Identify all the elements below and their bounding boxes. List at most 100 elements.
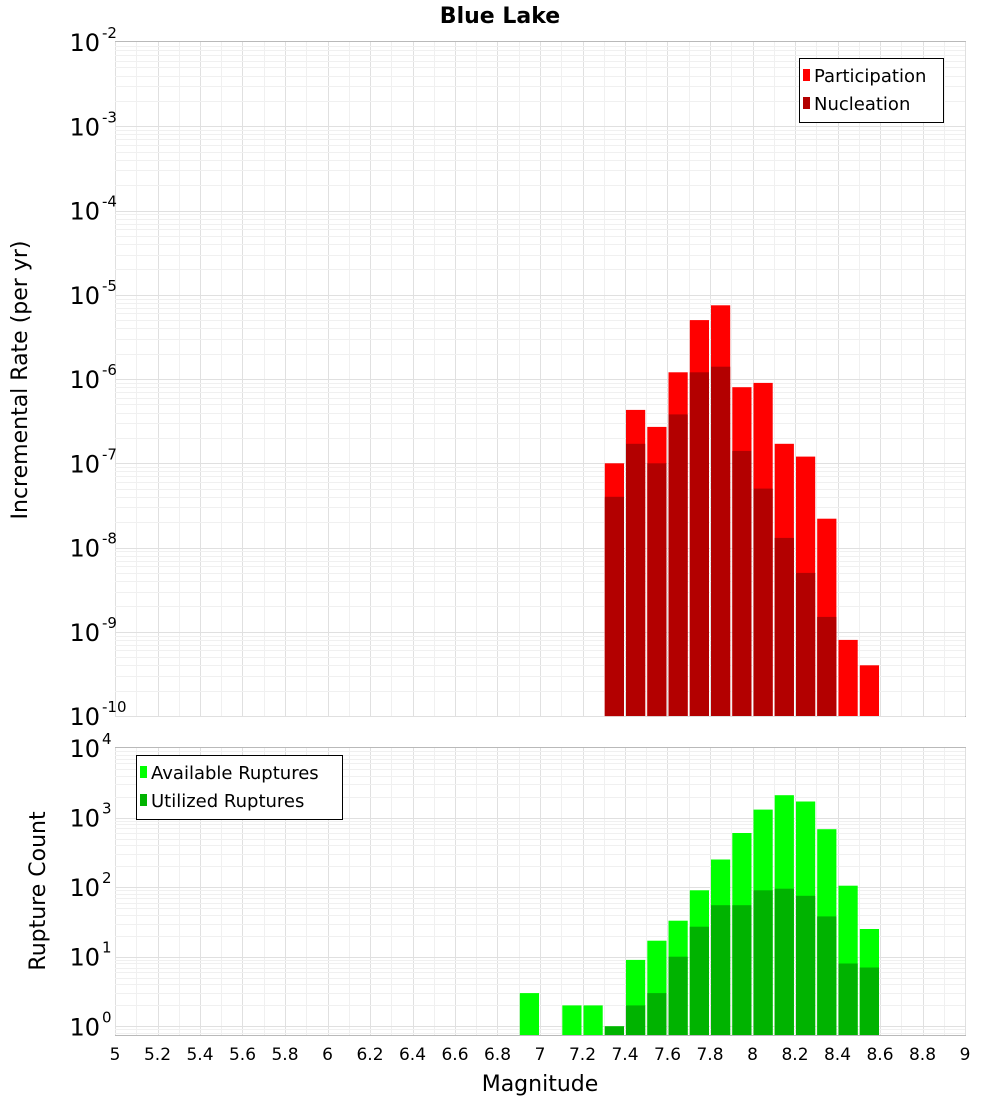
count-y-tick-exponent: 1 xyxy=(102,939,112,957)
count-bar-b xyxy=(774,888,794,1035)
rate-legend-label: Participation xyxy=(814,66,926,87)
chart-title: Blue Lake xyxy=(440,4,560,29)
rate-y-tick-exponent: -3 xyxy=(102,108,117,126)
rate-y-tick-exponent: -4 xyxy=(102,193,117,211)
x-tick-label: 6.8 xyxy=(484,1045,511,1065)
rate-bar-b xyxy=(626,443,646,716)
x-tick-label: 8.6 xyxy=(866,1045,893,1065)
count-bar-b xyxy=(689,926,709,1035)
rate-bar-b xyxy=(668,414,688,716)
count-y-tick-label: 10 xyxy=(69,944,100,972)
count-bar-b xyxy=(732,905,752,1035)
count-legend-box xyxy=(136,755,343,820)
x-tick-label: 7.4 xyxy=(611,1045,638,1065)
count-bar-b xyxy=(711,905,731,1035)
count-plot-bars xyxy=(519,795,879,1035)
count-bar-b xyxy=(626,1005,646,1035)
count-y-tick-exponent: 3 xyxy=(102,800,112,818)
rate-y-tick-exponent: -5 xyxy=(102,277,117,295)
rate-bar-b xyxy=(796,572,816,716)
rate-y-tick-exponent: -6 xyxy=(102,361,117,379)
count-y-tick-label: 10 xyxy=(69,805,100,833)
rate-y-tick-label: 10 xyxy=(69,366,100,394)
count-bar-b xyxy=(859,967,879,1035)
rate-bar-a xyxy=(859,665,879,716)
rate-y-tick-label: 10 xyxy=(69,113,100,141)
x-tick-label: 7.8 xyxy=(696,1045,723,1065)
rate-plot-y-ticks: 10-210-310-410-510-610-710-810-910-10 xyxy=(69,24,126,731)
count-y-tick-label: 10 xyxy=(69,874,100,902)
rate-legend-swatch xyxy=(803,97,810,109)
x-tick-label: 5.6 xyxy=(229,1045,256,1065)
rate-y-tick-label: 10 xyxy=(69,29,100,57)
rate-bar-b xyxy=(753,488,773,716)
count-y-tick-exponent: 4 xyxy=(102,730,112,748)
rate-y-tick-label: 10 xyxy=(69,619,100,647)
count-y-tick-label: 10 xyxy=(69,735,100,763)
x-tick-label: 9 xyxy=(960,1045,971,1065)
rate-y-axis-label: Incremental Rate (per yr) xyxy=(8,241,33,520)
rate-bar-b xyxy=(732,450,752,716)
rate-bar-b xyxy=(711,366,731,716)
x-tick-label: 8.2 xyxy=(781,1045,808,1065)
rate-y-tick-exponent: -9 xyxy=(102,614,117,632)
count-bar-b xyxy=(668,956,688,1035)
rate-y-tick-label: 10 xyxy=(69,282,100,310)
rate-y-tick-label: 10 xyxy=(69,198,100,226)
rate-y-tick-exponent: -2 xyxy=(102,24,117,42)
count-legend: Available Ruptures Utilized Ruptures xyxy=(136,755,343,820)
x-tick-label: 8.4 xyxy=(824,1045,851,1065)
rate-legend: Participation Nucleation xyxy=(799,58,944,123)
rate-plot-bars xyxy=(604,305,879,717)
count-bar-b xyxy=(604,1026,624,1035)
count-bar-b xyxy=(647,993,667,1035)
rate-legend-box xyxy=(799,58,944,123)
count-y-tick-label: 10 xyxy=(69,1013,100,1041)
count-y-tick-exponent: 0 xyxy=(102,1008,112,1026)
count-y-tick-exponent: 2 xyxy=(102,869,112,887)
rate-bar-b xyxy=(604,496,624,716)
count-legend-swatch xyxy=(140,766,147,778)
count-legend-swatch xyxy=(140,794,147,806)
x-tick-label: 7 xyxy=(535,1045,546,1065)
count-bar-b xyxy=(817,916,837,1035)
rate-y-tick-label: 10 xyxy=(69,535,100,563)
count-bar-a xyxy=(562,1005,582,1035)
rate-bar-b xyxy=(689,372,709,716)
count-bar-a xyxy=(519,993,539,1035)
x-tick-label: 5.2 xyxy=(144,1045,171,1065)
x-axis-label: Magnitude xyxy=(482,1072,599,1097)
x-tick-label: 8.8 xyxy=(909,1045,936,1065)
x-tick-label: 5.8 xyxy=(271,1045,298,1065)
rate-y-tick-label: 10 xyxy=(69,450,100,478)
rate-legend-label: Nucleation xyxy=(814,94,910,115)
x-tick-label: 6.4 xyxy=(399,1045,426,1065)
count-bar-a xyxy=(583,1005,603,1035)
count-legend-label: Available Ruptures xyxy=(151,763,319,784)
rate-bar-a xyxy=(838,639,858,716)
rate-y-tick-exponent: -8 xyxy=(102,530,117,548)
count-bar-b xyxy=(838,963,858,1035)
rate-bar-b xyxy=(817,616,837,716)
x-axis-ticks: 5 5.2 5.4 5.6 5.8 6 6.2 6.4 6.6 6.8 7 7.2 7.4 7.6 7.8 8… xyxy=(110,1045,971,1065)
rate-y-tick-exponent: -10 xyxy=(102,698,127,716)
x-tick-label: 6 xyxy=(322,1045,333,1065)
count-y-axis-label: Rupture Count xyxy=(26,811,51,971)
x-tick-label: 7.6 xyxy=(654,1045,681,1065)
count-bar-b xyxy=(796,895,816,1035)
x-tick-label: 8 xyxy=(747,1045,758,1065)
x-tick-label: 6.2 xyxy=(356,1045,383,1065)
rate-legend-swatch xyxy=(803,69,810,81)
rate-y-tick-label: 10 xyxy=(69,703,100,731)
x-tick-label: 7.2 xyxy=(569,1045,596,1065)
x-tick-label: 6.6 xyxy=(441,1045,468,1065)
count-legend-label: Utilized Ruptures xyxy=(151,791,304,812)
x-tick-label: 5 xyxy=(110,1045,121,1065)
rate-bar-b xyxy=(774,537,794,716)
rate-y-tick-exponent: -7 xyxy=(102,445,117,463)
count-bar-b xyxy=(753,890,773,1035)
rate-bar-b xyxy=(647,463,667,717)
x-tick-label: 5.4 xyxy=(186,1045,213,1065)
